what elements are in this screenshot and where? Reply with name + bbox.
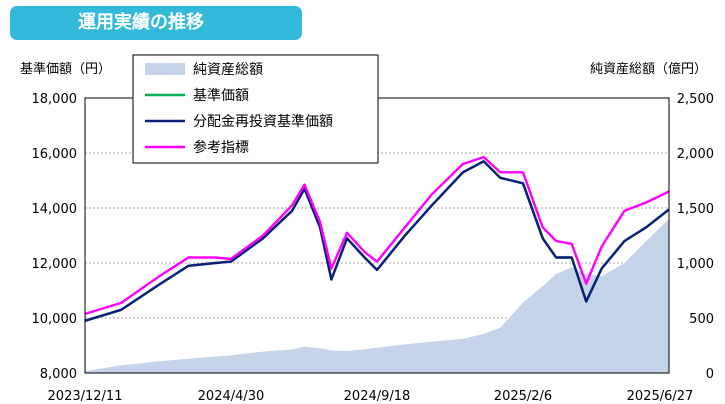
section-title: 運用実績の推移 [10,6,302,40]
y-left-tick-label: 10,000 [32,312,78,327]
right-axis-caption: 純資産総額（億円） [589,62,707,77]
left-axis-caption: 基準価額（円） [20,62,112,77]
x-tick-label: 2025/6/27 [627,389,694,404]
legend-label: 分配金再投資基準価額 [193,113,333,130]
legend-label: 純資産総額 [193,62,263,78]
x-tick-label: 2025/2/6 [494,389,552,404]
legend-label: 基準価額 [193,87,249,104]
y-left-tick-label: 8,000 [40,367,77,382]
x-tick-label: 2024/4/30 [198,389,265,404]
y-left-tick-label: 14,000 [32,202,78,217]
y-left-tick-label: 16,000 [32,147,78,162]
y-right-tick-label: 500 [689,312,714,327]
y-left-tick-label: 18,000 [32,92,78,107]
y-right-tick-label: 1,500 [677,202,714,217]
legend-label: 参考指標 [193,139,249,156]
y-right-tick-label: 0 [706,367,714,382]
x-tick-label: 2024/9/18 [344,389,411,404]
series-area-net-assets [85,219,669,373]
legend-swatch [145,63,185,75]
y-right-tick-label: 2,000 [677,147,714,162]
y-right-tick-label: 2,500 [677,92,714,107]
y-left-tick-label: 12,000 [32,257,78,272]
y-right-tick-label: 1,000 [677,257,714,272]
x-tick-label: 2023/12/11 [48,389,123,404]
series-line-nav-reinvested [84,160,670,322]
series-line-benchmark [84,155,670,316]
